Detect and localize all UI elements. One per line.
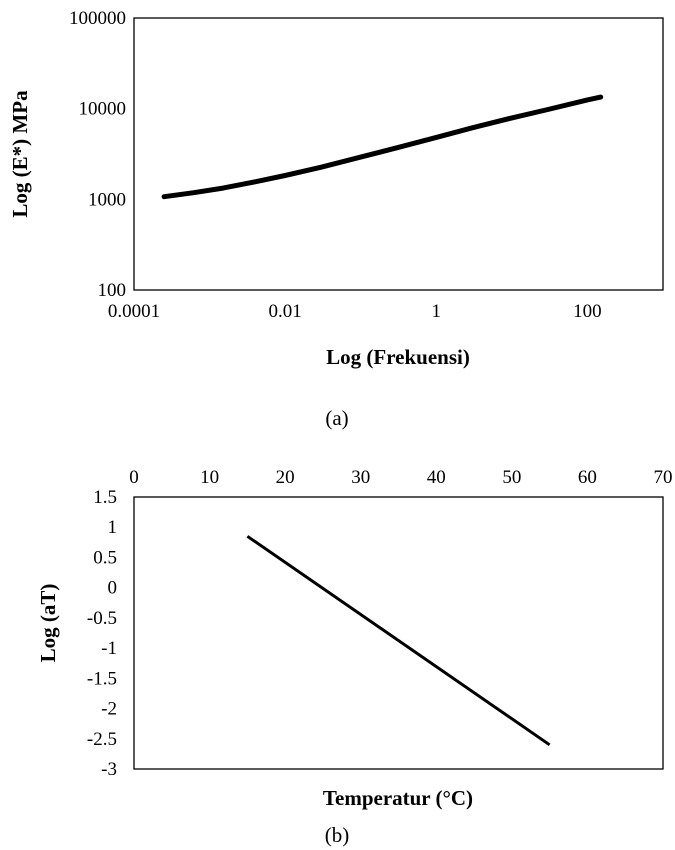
chart-a-caption: (a) — [325, 406, 348, 430]
chart-b-series — [246, 535, 551, 747]
chart-a-frequency-modulus: 100 1000 10000 100000 0.0001 0.01 1 100 Log (F… — [8, 8, 664, 430]
chart-a-x-tick-label: 100 — [573, 301, 602, 322]
chart-a-y-tick-label: 1000 — [88, 189, 126, 210]
chart-a-y-tick-label: 100000 — [69, 8, 126, 29]
chart-a-x-tick-label: 1 — [432, 301, 442, 322]
chart-a-series — [161, 94, 604, 200]
chart-b-y-tick-label: -3 — [101, 759, 117, 780]
chart-b-y-tick-label: -1.5 — [87, 668, 117, 689]
chart-b-x-axis-title: Temperatur (°C) — [323, 786, 473, 810]
chart-b-y-tick-label: 1.5 — [93, 487, 117, 508]
chart-a-series-line — [161, 94, 604, 200]
chart-b-x-ticks: 0 10 20 30 40 50 60 70 — [129, 467, 672, 488]
chart-b-y-tick-label: -2.5 — [87, 729, 117, 750]
chart-a-y-tick-label: 10000 — [79, 99, 127, 120]
chart-b-y-tick-label: 1 — [108, 517, 118, 538]
chart-b-y-ticks: 1.5 1 0.5 0 -0.5 -1 -1.5 -2 -2.5 -3 — [87, 487, 117, 780]
chart-a-plot-frame — [133, 17, 664, 291]
chart-b-x-tick-label: 60 — [578, 467, 597, 488]
chart-b-caption: (b) — [325, 823, 350, 847]
chart-b-y-tick-label: -1 — [101, 638, 117, 659]
chart-b-x-tick-label: 20 — [276, 467, 295, 488]
chart-b-y-tick-label: 0.5 — [93, 547, 117, 568]
chart-a-y-tick-label: 100 — [98, 280, 127, 301]
chart-b-y-tick-label: -0.5 — [87, 608, 117, 629]
chart-b-x-tick-label: 0 — [129, 467, 139, 488]
chart-a-y-ticks: 100 1000 10000 100000 — [69, 8, 126, 301]
chart-b-y-axis-title: Log (aT) — [36, 584, 60, 663]
chart-a-y-axis-title: Log (E*) MPa — [8, 90, 32, 218]
chart-b-plot-frame — [133, 496, 664, 770]
chart-b-series-line — [246, 535, 551, 747]
chart-b-x-tick-label: 10 — [200, 467, 219, 488]
chart-b-x-tick-label: 40 — [427, 467, 446, 488]
chart-b-y-tick-label: 0 — [108, 578, 118, 599]
chart-b-x-tick-label: 50 — [502, 467, 521, 488]
chart-b-x-tick-label: 70 — [654, 467, 673, 488]
chart-a-x-ticks: 0.0001 0.01 1 100 — [108, 301, 602, 322]
chart-b-y-tick-label: -2 — [101, 699, 117, 720]
chart-b-temperature-shift: 1.5 1 0.5 0 -0.5 -1 -1.5 -2 -2.5 -3 0 10 20 30 40 50 60… — [36, 467, 673, 847]
chart-a-x-axis-title: Log (Frekuensi) — [326, 345, 470, 369]
chart-b-x-tick-label: 30 — [351, 467, 370, 488]
chart-a-x-tick-label: 0.01 — [269, 301, 302, 322]
chart-a-x-tick-label: 0.0001 — [108, 301, 160, 322]
